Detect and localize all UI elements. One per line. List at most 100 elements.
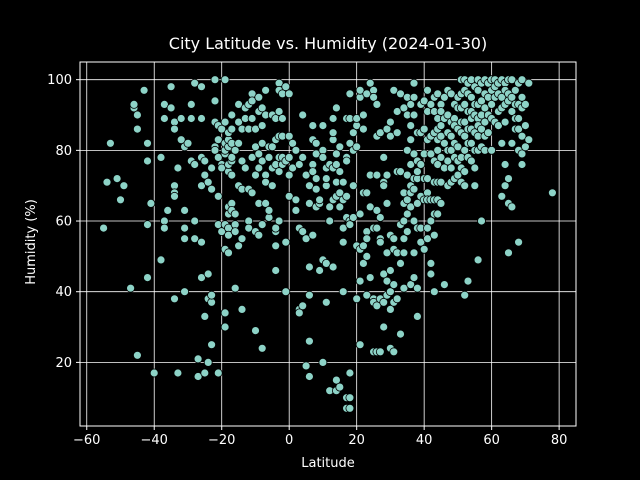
data-point bbox=[426, 100, 436, 109]
data-point bbox=[416, 237, 426, 247]
data-point bbox=[379, 152, 389, 162]
data-point bbox=[126, 283, 136, 293]
data-point bbox=[406, 202, 416, 212]
data-point bbox=[304, 372, 314, 381]
data-point bbox=[298, 301, 308, 311]
data-points bbox=[99, 75, 557, 413]
data-point bbox=[190, 78, 200, 88]
data-point bbox=[409, 149, 419, 159]
y-axis-label: Humidity (%) bbox=[24, 199, 39, 285]
data-point bbox=[234, 117, 244, 127]
data-point bbox=[257, 220, 267, 230]
data-point bbox=[227, 110, 237, 120]
data-point bbox=[365, 78, 375, 88]
data-point bbox=[193, 354, 203, 364]
data-point bbox=[311, 138, 321, 148]
data-point bbox=[426, 269, 436, 279]
data-point bbox=[416, 160, 426, 169]
data-point bbox=[335, 188, 345, 198]
data-point bbox=[298, 227, 308, 237]
data-point bbox=[170, 124, 179, 134]
plot-frame bbox=[79, 61, 577, 427]
data-point bbox=[436, 121, 446, 130]
data-point bbox=[345, 403, 355, 413]
data-point bbox=[213, 191, 223, 201]
data-point bbox=[497, 92, 507, 102]
data-point bbox=[257, 156, 267, 166]
data-point bbox=[399, 248, 409, 258]
data-point bbox=[139, 85, 149, 95]
data-point bbox=[426, 258, 436, 268]
data-point bbox=[355, 276, 365, 286]
data-point bbox=[514, 114, 523, 123]
data-point bbox=[247, 188, 257, 198]
data-point bbox=[521, 142, 530, 152]
data-point bbox=[517, 131, 527, 141]
data-point bbox=[197, 114, 206, 123]
x-axis-label: Latitude bbox=[301, 456, 355, 471]
data-point bbox=[402, 195, 412, 205]
data-point bbox=[439, 138, 449, 148]
data-point bbox=[230, 145, 240, 155]
data-point bbox=[132, 110, 142, 120]
data-point bbox=[409, 110, 419, 120]
data-point bbox=[409, 92, 419, 102]
data-point bbox=[379, 322, 389, 332]
data-point bbox=[409, 273, 419, 283]
data-point bbox=[412, 283, 422, 293]
data-point bbox=[224, 248, 233, 258]
data-point bbox=[274, 107, 284, 116]
data-point bbox=[244, 223, 254, 233]
data-point bbox=[548, 188, 557, 198]
data-point bbox=[203, 177, 213, 187]
data-point bbox=[186, 100, 196, 109]
data-point bbox=[203, 357, 213, 367]
data-point bbox=[230, 283, 240, 293]
data-point bbox=[446, 89, 456, 99]
data-point bbox=[362, 251, 372, 261]
data-point bbox=[358, 110, 368, 120]
data-point bbox=[156, 152, 166, 162]
x-tick-label: −20 bbox=[208, 433, 235, 448]
data-point bbox=[345, 393, 355, 403]
data-point bbox=[470, 181, 480, 191]
data-point bbox=[348, 213, 358, 222]
chart-title: City Latitude vs. Humidity (2024-01-30) bbox=[169, 34, 487, 53]
data-point bbox=[311, 174, 321, 184]
data-point bbox=[338, 237, 348, 247]
data-point bbox=[477, 96, 486, 106]
data-point bbox=[308, 230, 318, 240]
data-point bbox=[304, 290, 314, 300]
data-point bbox=[112, 174, 122, 184]
data-point bbox=[338, 287, 348, 297]
data-point bbox=[433, 89, 443, 99]
data-point bbox=[460, 131, 470, 141]
data-point bbox=[281, 237, 291, 247]
data-point bbox=[345, 220, 355, 230]
data-point bbox=[402, 170, 412, 180]
data-point bbox=[406, 135, 416, 145]
data-point bbox=[200, 368, 210, 378]
data-point bbox=[301, 170, 311, 180]
data-point bbox=[220, 75, 230, 85]
data-point bbox=[338, 223, 348, 233]
data-point bbox=[480, 103, 490, 113]
data-point bbox=[365, 202, 375, 212]
data-point bbox=[402, 209, 412, 219]
data-point bbox=[251, 142, 260, 152]
data-point bbox=[217, 124, 227, 134]
data-point bbox=[159, 223, 169, 233]
data-point bbox=[342, 191, 352, 201]
data-point bbox=[200, 311, 210, 321]
data-point bbox=[291, 205, 301, 215]
data-point bbox=[193, 372, 203, 381]
data-point bbox=[382, 198, 392, 208]
y-tick-label: 100 bbox=[47, 73, 72, 88]
data-point bbox=[257, 138, 267, 148]
data-point bbox=[288, 138, 298, 148]
data-point bbox=[429, 230, 439, 240]
data-point bbox=[220, 322, 230, 332]
data-point bbox=[348, 181, 358, 191]
data-point bbox=[372, 100, 382, 109]
